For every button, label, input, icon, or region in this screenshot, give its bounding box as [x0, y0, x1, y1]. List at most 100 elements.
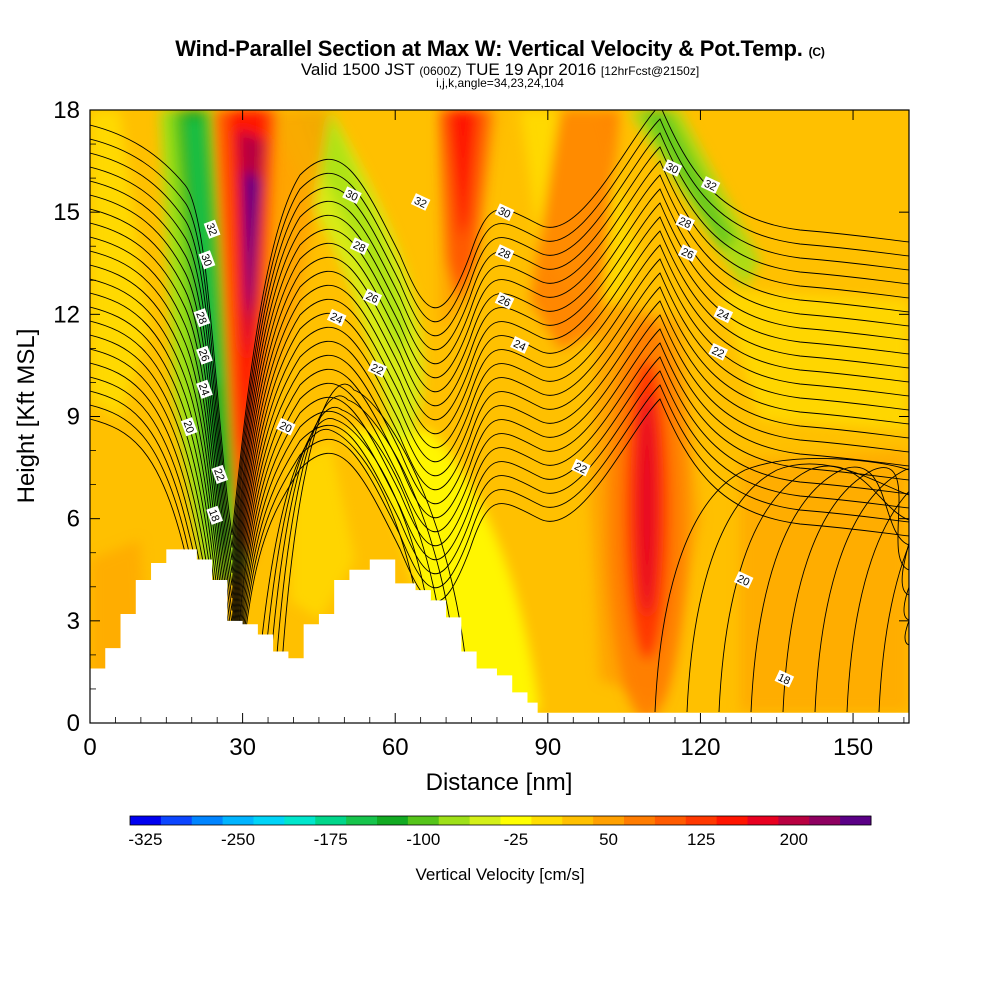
colorbar-label: Vertical Velocity [cm/s]	[415, 865, 584, 884]
contour-label: 30	[198, 250, 216, 270]
svg-text:30: 30	[198, 252, 213, 268]
contour-label: 20	[276, 417, 296, 436]
colorbar-swatch	[222, 816, 254, 825]
contour-label: 18	[206, 505, 224, 525]
theta-contour-line	[782, 467, 909, 713]
colorbar-swatch	[500, 816, 532, 825]
contour-label: 28	[675, 213, 695, 231]
svg-text:24: 24	[328, 311, 344, 327]
svg-text:28: 28	[677, 215, 693, 231]
y-tick-label: 6	[67, 506, 80, 533]
svg-text:32: 32	[702, 178, 718, 194]
chart-title: Wind-Parallel Section at Max W: Vertical…	[0, 36, 1000, 62]
colorbar-tick-label: -100	[406, 830, 440, 849]
contour-label: 22	[571, 458, 591, 477]
y-tick-label: 3	[67, 608, 80, 635]
forecast-label: [12hrFcst@2150z]	[600, 64, 700, 78]
valid-utc: (0600Z)	[419, 64, 462, 78]
colorbar-swatch	[562, 816, 594, 825]
colorbar-swatch	[191, 816, 224, 825]
contour-label: 28	[193, 308, 211, 328]
colorbar-swatch	[716, 816, 748, 825]
theta-contour-line	[846, 490, 909, 713]
title-mark: (C)	[808, 45, 825, 59]
svg-text:24: 24	[715, 307, 731, 323]
colorbar-swatch	[809, 816, 841, 825]
svg-text:22: 22	[572, 460, 588, 476]
axes: 0 30 60 90 120 150 0 3 6 9 12 15 18 Distance [nm] Heig…	[13, 97, 909, 796]
theta-contours	[90, 110, 909, 723]
colorbar: -325 -250 -175 -100 -25 50 125 200 Vertical Velo…	[128, 815, 872, 884]
svg-text:26: 26	[679, 246, 695, 262]
theta-contour-line	[718, 465, 909, 713]
svg-text:22: 22	[710, 345, 726, 361]
contour-label: 26	[677, 244, 698, 262]
svg-text:22: 22	[369, 362, 385, 378]
theta-contour-line	[272, 395, 461, 713]
contour-label: 28	[494, 244, 515, 262]
theta-contour-line	[686, 463, 909, 713]
colorbar-swatch	[469, 816, 501, 825]
contour-label: 24	[510, 336, 530, 354]
theta-contour-line	[90, 244, 909, 662]
colorbar-tick-label: 125	[687, 830, 715, 849]
svg-text:30: 30	[496, 205, 512, 221]
colorbar-swatch	[778, 816, 810, 825]
colorbar-swatch	[593, 816, 625, 825]
svg-text:32: 32	[412, 195, 428, 211]
x-axis-label: Distance [nm]	[426, 769, 573, 796]
contour-label: 32	[700, 176, 721, 194]
svg-text:28: 28	[193, 310, 208, 326]
y-tick-label: 15	[53, 199, 80, 226]
contour-label: 30	[342, 186, 362, 204]
theta-contour-line	[90, 272, 909, 687]
colorbar-tick-label: 50	[599, 830, 618, 849]
theta-contour-line	[278, 383, 471, 713]
contour-labels: 32 30 28 26 24 20 22 18 20 24 22 26 28 30 32 30 28 26 24 22…	[181, 159, 795, 688]
colorbar-swatch	[654, 816, 687, 825]
theta-contour-line	[90, 132, 909, 561]
contour-label: 22	[367, 360, 388, 378]
x-tick-label: 60	[382, 734, 409, 761]
x-tick-label: 150	[833, 734, 873, 761]
theta-contour-line	[90, 216, 909, 636]
contour-label: 26	[362, 288, 383, 306]
y-tick-label: 9	[67, 404, 80, 431]
theta-contour-line	[90, 146, 909, 573]
theta-contour-line	[90, 160, 909, 586]
svg-text:24: 24	[196, 382, 211, 398]
contour-label: 20	[181, 417, 198, 437]
svg-text:30: 30	[343, 188, 359, 204]
contour-label: 28	[349, 237, 370, 255]
colorbar-swatch	[284, 816, 316, 825]
theta-contour-line	[814, 468, 909, 713]
colorbar-swatch	[377, 816, 409, 825]
y-tick-label: 12	[53, 301, 80, 328]
colorbar-swatch	[438, 816, 471, 825]
colorbar-swatch	[624, 816, 656, 825]
contour-label: 22	[708, 342, 729, 361]
svg-text:20: 20	[181, 419, 196, 435]
colorbar-tick-label: -175	[314, 830, 348, 849]
svg-text:20: 20	[735, 573, 751, 589]
contour-label: 24	[196, 379, 213, 399]
colorbar-tick-label: -250	[221, 830, 255, 849]
colorbar-swatch	[531, 816, 563, 825]
svg-text:24: 24	[511, 338, 527, 354]
contour-label: 18	[774, 669, 795, 688]
colorbar-swatch	[253, 816, 285, 825]
x-tick-label: 120	[680, 734, 720, 761]
valid-date: TUE 19 Apr 2016	[465, 60, 597, 79]
colorbar-swatch	[840, 816, 872, 825]
colorbar-swatch	[685, 816, 718, 825]
contour-label: 24	[326, 308, 347, 327]
colorbar-swatch	[130, 816, 162, 825]
theta-contour-line	[90, 110, 909, 536]
contour-label: 24	[713, 305, 734, 323]
title-text: Wind-Parallel Section at Max W: Vertical…	[175, 36, 803, 61]
colorbar-swatch	[407, 816, 440, 825]
colorbar-swatch	[346, 816, 378, 825]
colorbar-tick-label: 200	[780, 830, 808, 849]
theta-contour-line	[878, 544, 909, 713]
